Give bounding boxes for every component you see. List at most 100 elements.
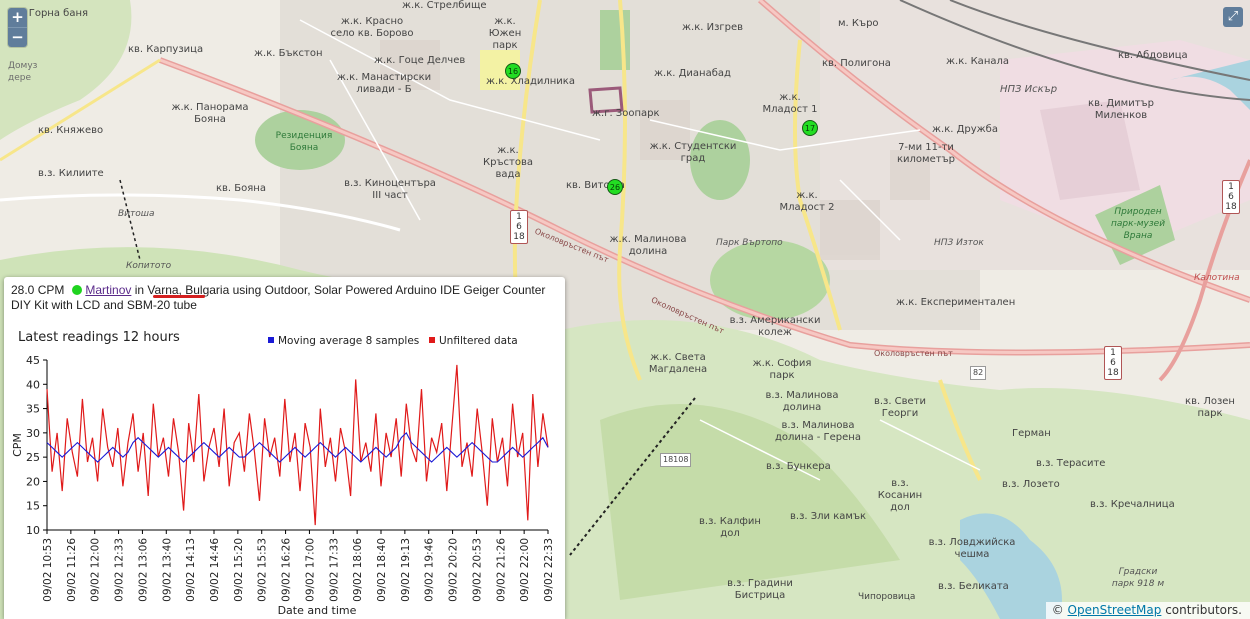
x-tick-label: 09/02 21:26 [495, 538, 507, 602]
shield-line: 1 [1228, 182, 1234, 192]
map-label: ж.к. Света Магдалена [648, 352, 708, 375]
shield-line: 18 [1107, 368, 1119, 378]
map-label: в.з. Американски колеж [729, 315, 821, 338]
x-tick-label: 09/02 19:13 [400, 538, 412, 602]
shield-line: 1 [1110, 348, 1116, 358]
y-tick-label: 30 [26, 427, 40, 440]
legend-swatch-avg [268, 337, 274, 343]
map-label: кв. Димитър Миленков [1088, 98, 1154, 121]
x-tick-label: 09/02 20:20 [448, 538, 460, 602]
x-tick-label: 09/02 10:53 [42, 538, 54, 602]
map-label: ж.к. София парк [752, 358, 812, 381]
map-label: ж.к. Младост 1 [762, 92, 818, 115]
x-tick-label: 09/02 15:20 [233, 538, 245, 602]
station-popup: 28.0 CPM Martinov in Varna, Bulgaria usin… [4, 277, 565, 619]
radiation-station-marker[interactable]: 17 [802, 120, 818, 136]
legend-swatch-raw [429, 337, 435, 343]
zoom-control: + − [8, 8, 27, 47]
map-label: Витоша [118, 209, 155, 219]
fullscreen-icon[interactable]: ⤢ [1223, 7, 1243, 27]
map-label: ж.к. Канала [946, 56, 1009, 67]
map-label: ж.к. Експериментален [896, 297, 1016, 308]
map-label: кв. Лозен парк [1185, 396, 1235, 419]
map-label: ж.к. Дружба [932, 124, 998, 135]
map-label: ж.к. Стрелбище [402, 0, 487, 11]
map-label: ж.к. Дианабад [654, 68, 731, 79]
map-label: кв. Полигона [822, 58, 891, 69]
cpm-value: 28.0 CPM [11, 283, 65, 297]
highway-shield: 1 6 18 [1104, 346, 1122, 380]
map-label: ж.к. Бъкстон [254, 48, 323, 59]
map-label: в.з. Лозето [1002, 479, 1060, 490]
map-label: кв. Абдовица [1118, 50, 1188, 61]
x-tick-label: 09/02 20:53 [471, 538, 483, 602]
map-label: в.з. Беликата [938, 581, 1009, 592]
road-number: 18108 [660, 453, 692, 467]
x-tick-label: 09/02 16:26 [281, 538, 293, 602]
readings-chart: Latest readings 12 hours Moving average … [11, 330, 555, 617]
shield-line: 6 [1110, 358, 1116, 368]
chart-title: Latest readings 12 hours [18, 330, 180, 345]
shield-line: 1 [516, 212, 522, 222]
map-label: в.з. Ловджийска чешма [928, 537, 1016, 560]
map-label: кв. Витоша [566, 180, 625, 191]
x-tick-label: 09/02 13:06 [137, 538, 149, 602]
popup-city: Varna, [147, 283, 182, 297]
zoom-in-button[interactable]: + [8, 8, 27, 27]
annotation-underline [153, 295, 205, 298]
map-label: ж.к. Малинова долина [609, 234, 687, 257]
map-label: в.з. Свети Георги [873, 396, 927, 419]
osm-link[interactable]: OpenStreetMap [1067, 603, 1162, 617]
map-label: Герман [1012, 428, 1051, 439]
map-label: НПЗ Искър [1000, 84, 1058, 95]
shield-line: 6 [516, 222, 522, 232]
y-tick-label: 45 [26, 354, 40, 367]
road-number: 82 [970, 366, 987, 380]
popup-in-text: in [134, 283, 145, 297]
map-label: Природен парк-музей Врана [1110, 207, 1166, 241]
x-tick-label: 09/02 18:06 [352, 538, 364, 602]
map-label: Домуз дере [8, 61, 38, 83]
map-label: м. Къро [838, 18, 879, 29]
map-label: ж.к. Южен парк [488, 16, 522, 51]
shield-line: 18 [1225, 202, 1237, 212]
x-tick-label: 09/02 11:26 [66, 538, 78, 602]
x-tick-label: 09/02 19:46 [424, 538, 436, 602]
plot-area: 10 15 20 25 30 35 40 45 09/02 10:53 09/02 11:26 09… [26, 354, 555, 602]
highway-shield: 1 6 18 [510, 210, 528, 244]
x-tick-label: 09/02 15:53 [257, 538, 269, 602]
map-label: в.з. Градини Бистрица [727, 578, 793, 601]
map-label: 7-ми 11-ти километър [897, 142, 955, 165]
shield-line: 6 [1228, 192, 1234, 202]
map-label: в.з. Киноцентъра III част [344, 178, 436, 201]
map-label: ж.к. Гоце Делчев [374, 55, 466, 66]
map-label: в.з. Кречалница [1090, 499, 1175, 510]
x-tick-label: 09/02 22:00 [519, 538, 531, 602]
map-label: Калотина [1194, 273, 1240, 283]
x-tick-label: 09/02 18:40 [376, 538, 388, 602]
map-label: ж.к. Студентски град [649, 141, 737, 164]
station-link[interactable]: Martinov [85, 283, 132, 297]
popup-header: 28.0 CPM Martinov in Varna, Bulgaria usin… [11, 283, 556, 313]
map-attribution: © OpenStreetMap contributors. [1045, 602, 1250, 619]
map-label: ж.к. Манастирски ливади - Б [336, 72, 432, 95]
y-tick-label: 10 [26, 524, 40, 537]
popup-description: Bulgaria using Outdoor, Solar Powered Ar… [11, 283, 546, 312]
attribution-prefix: © [1051, 603, 1064, 617]
map-label: Чипоровица [858, 592, 916, 602]
map-label: ж.к. Панорама Бояна [171, 102, 249, 125]
map-label: ж.к. Хладилника [486, 76, 575, 87]
map-label: в.з. Килиите [38, 168, 104, 179]
map-label: ж.к. Младост 2 [779, 190, 835, 213]
x-tick-label: 09/02 22:33 [543, 538, 555, 602]
shield-line: 18 [513, 232, 525, 242]
zoom-out-button[interactable]: − [8, 27, 27, 47]
y-tick-label: 40 [26, 378, 40, 391]
map-label: в.з. Терасите [1036, 458, 1106, 469]
radiation-station-marker[interactable]: 26 [607, 179, 623, 195]
radiation-station-marker[interactable]: 16 [505, 63, 521, 79]
map-label: ж.к. Красно село кв. Борово [330, 16, 414, 39]
status-dot [72, 285, 83, 295]
x-tick-label: 09/02 12:33 [114, 538, 126, 602]
map-label: кв. Карпузица [128, 44, 204, 55]
